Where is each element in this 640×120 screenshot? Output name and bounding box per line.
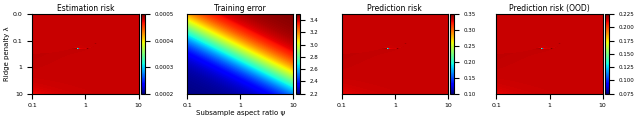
Title: Prediction risk (OOD): Prediction risk (OOD): [509, 4, 590, 13]
Title: Prediction risk: Prediction risk: [367, 4, 422, 13]
Y-axis label: Ridge penalty λ: Ridge penalty λ: [4, 27, 10, 81]
Title: Training error: Training error: [214, 4, 266, 13]
Title: Estimation risk: Estimation risk: [57, 4, 114, 13]
X-axis label: Subsample aspect ratio ψ: Subsample aspect ratio ψ: [196, 110, 285, 116]
